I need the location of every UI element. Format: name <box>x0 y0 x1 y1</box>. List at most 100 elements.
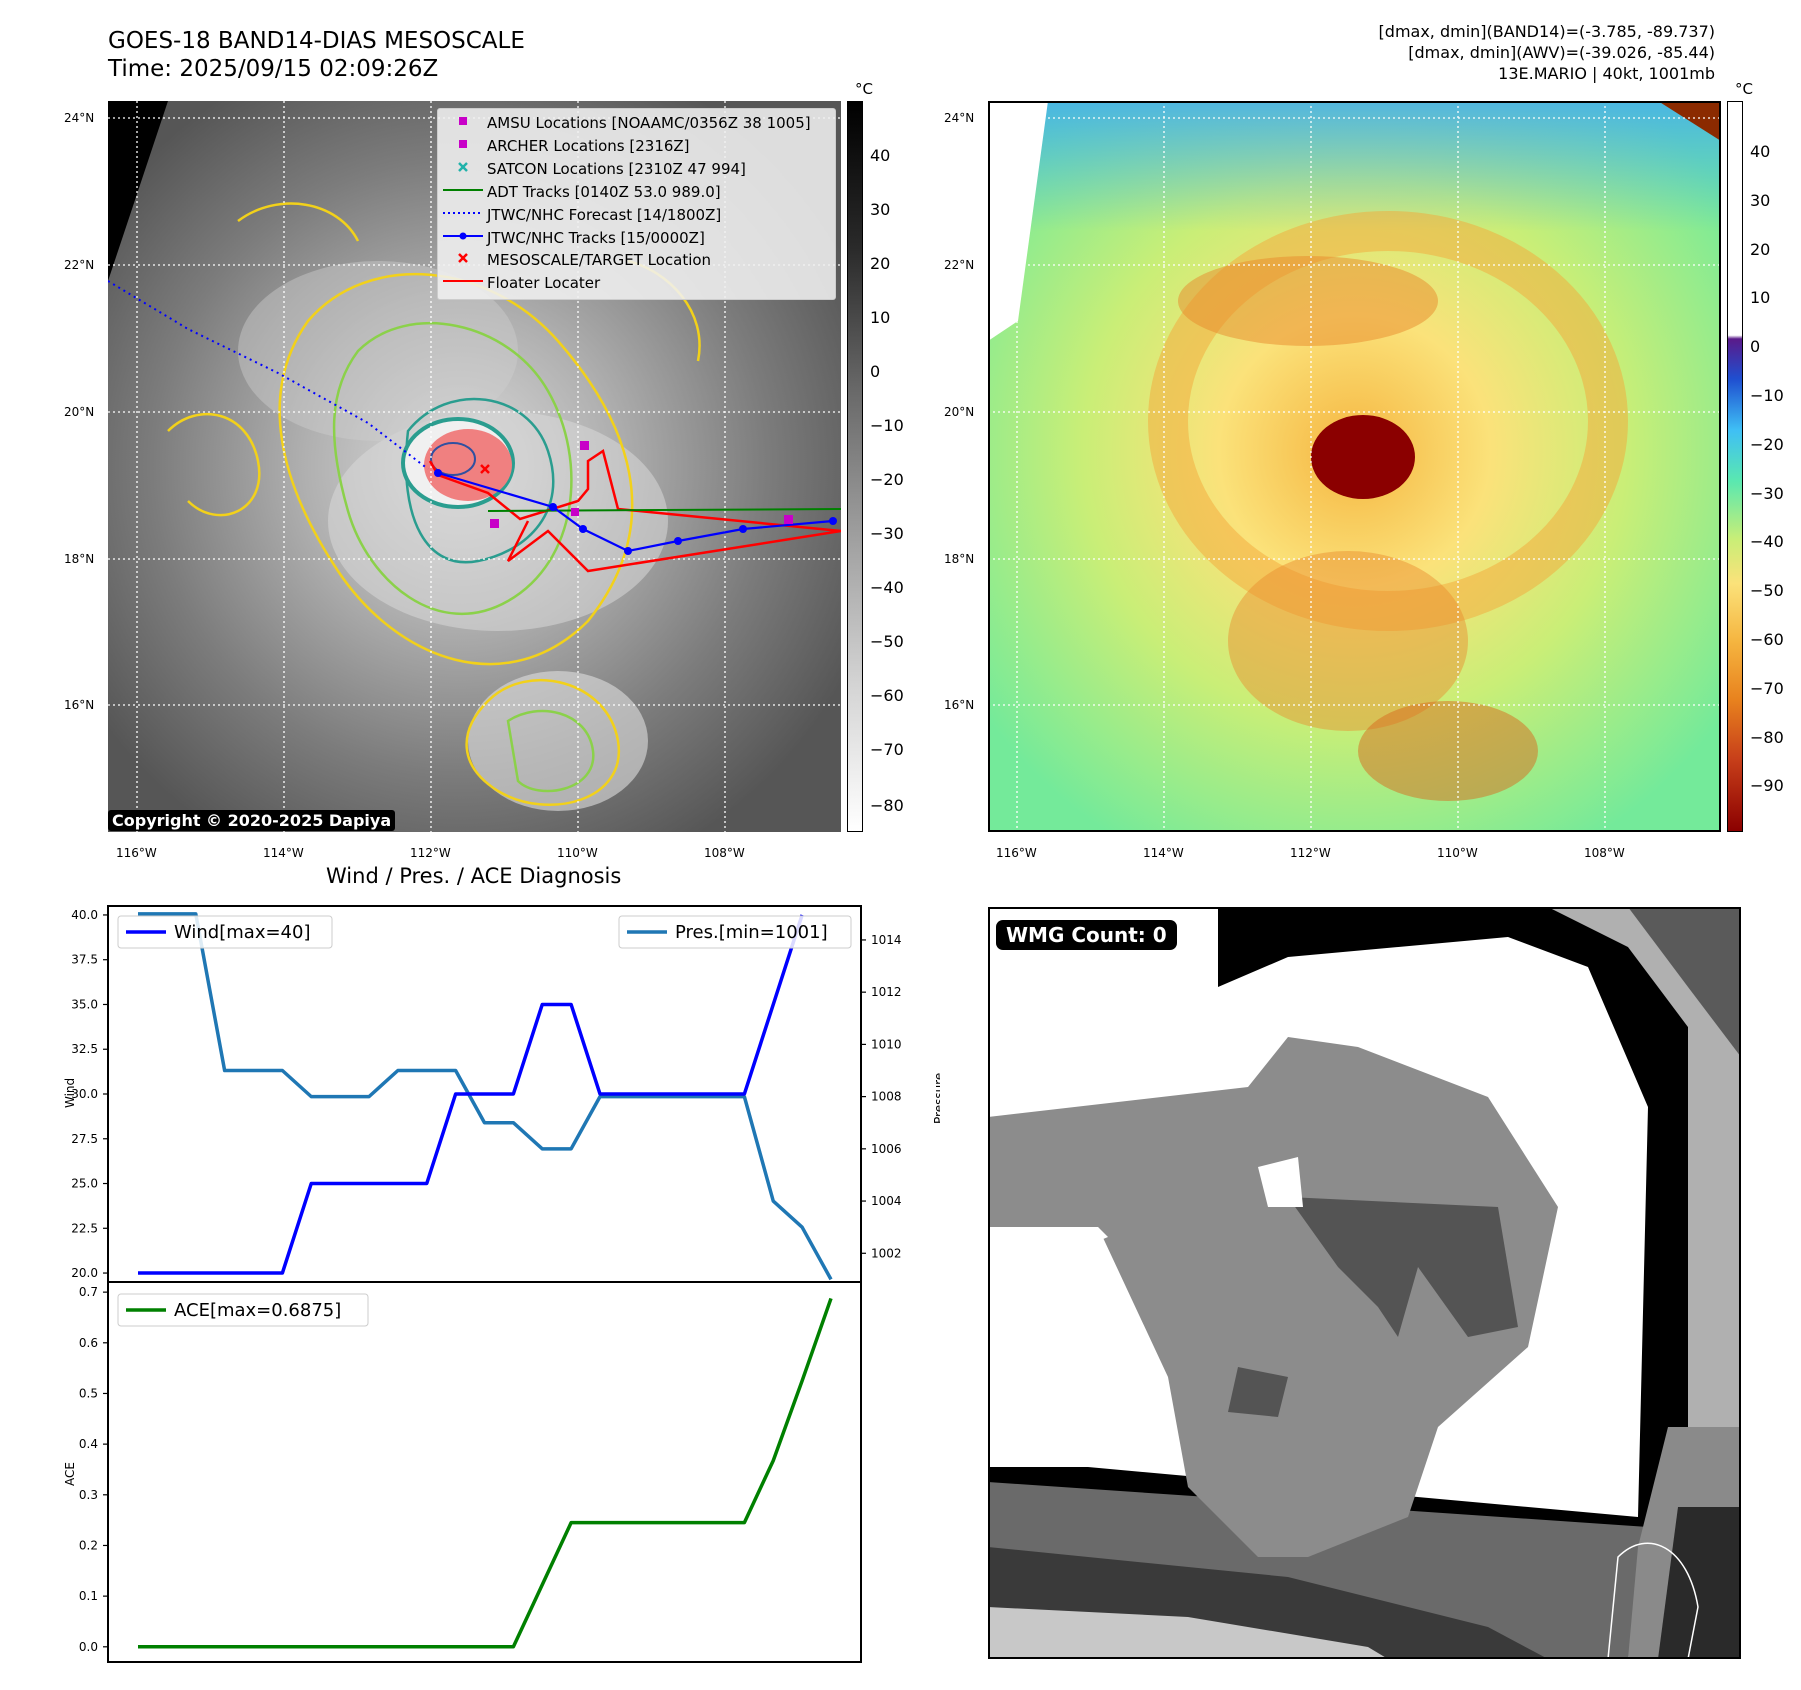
legend-amsu-marker <box>459 117 467 125</box>
right-lon-114: 114°W <box>1143 846 1184 860</box>
right-cbar-tick: −90 <box>1750 776 1784 795</box>
legend-archer-marker <box>459 140 467 148</box>
wind-y-tick-label: 25.0 <box>71 1177 98 1191</box>
left-lon-112: 112°W <box>410 846 451 860</box>
right-lon-116: 116°W <box>996 846 1037 860</box>
wind-y-tick-label: 27.5 <box>71 1132 98 1146</box>
ace-y-tick-label: 0.1 <box>79 1589 98 1603</box>
right-cbar-tick: −40 <box>1750 532 1784 551</box>
right-colorbar-unit: °C <box>1735 80 1753 98</box>
wmg-panel-frame <box>988 907 1741 1659</box>
map-legend <box>437 108 836 300</box>
pressure-series-line <box>138 912 833 1281</box>
copyright-badge: Copyright © 2020-2025 Dapiya <box>108 810 396 831</box>
pressure-y-tick-label: 1008 <box>871 1090 902 1104</box>
legend-target-label: MESOSCALE/TARGET Location <box>487 251 712 269</box>
info-storm: 13E.MARIO | 40kt, 1001mb <box>1498 64 1715 83</box>
right-cbar-tick: −10 <box>1750 386 1784 405</box>
wind-y-tick-label: 22.5 <box>71 1221 98 1235</box>
pressure-legend-box <box>618 915 852 949</box>
ace-y-tick-label: 0.5 <box>79 1386 98 1400</box>
legend-satcon-label: SATCON Locations [2310Z 47 994] <box>487 160 746 178</box>
left-cbar-tick: −80 <box>870 796 904 815</box>
right-cbar-tick: −70 <box>1750 679 1784 698</box>
right-lat-22: 22°N <box>944 258 975 272</box>
left-cbar-tick: 10 <box>870 308 891 327</box>
left-lat-18: 18°N <box>64 552 95 566</box>
wind-y-tick-label: 37.5 <box>71 953 98 967</box>
map-legend-markers <box>443 117 483 282</box>
page-title: GOES-18 BAND14-DIAS MESOSCALE <box>108 28 525 54</box>
right-lon-112: 112°W <box>1290 846 1331 860</box>
wind-y-tick-label: 32.5 <box>71 1042 98 1056</box>
wmg-count-badge: WMG Count: 0 <box>996 920 1177 950</box>
right-map-frame <box>988 101 1721 832</box>
left-cbar-tick: −40 <box>870 578 904 597</box>
info-awv: [dmax, dmin](AWV)=(-39.026, -85.44) <box>1408 43 1715 62</box>
pressure-y-tick-label: 1002 <box>871 1246 902 1260</box>
pressure-y-tick-label: 1006 <box>871 1142 902 1156</box>
ace-y-tick-label: 0.2 <box>79 1538 98 1552</box>
wind-series-line <box>138 914 804 1275</box>
legend-satcon-marker <box>458 162 468 172</box>
pressure-axis-label: Pressure <box>932 1073 940 1124</box>
pressure-legend-label: Pres.[min=1001] <box>675 922 828 943</box>
right-lat-24: 24°N <box>944 111 975 125</box>
page-subtitle-time: Time: 2025/09/15 02:09:26Z <box>108 56 439 82</box>
wind-y-tick-label: 30.0 <box>71 1087 98 1101</box>
right-cbar-tick: 0 <box>1750 337 1761 356</box>
diagnosis-title: Wind / Pres. / ACE Diagnosis <box>326 864 622 888</box>
left-lat-24: 24°N <box>64 111 95 125</box>
ace-y-tick-label: 0.6 <box>79 1336 98 1350</box>
ace-series-line <box>138 1297 833 1649</box>
legend-target-marker <box>458 253 468 263</box>
pressure-y-tick-label: 1004 <box>871 1194 902 1208</box>
pressure-y-tick-label: 1012 <box>871 985 902 999</box>
wind-legend-label: Wind[max=40] <box>174 922 311 943</box>
wind-pressure-chart: 20.0 22.5 25.0 27.5 30.0 32.5 35.0 37.5 40.0 1002… <box>63 905 940 1283</box>
right-cbar-tick: −30 <box>1750 484 1784 503</box>
ace-plot-frame <box>107 1281 862 1663</box>
wind-y-tick-label: 35.0 <box>71 997 98 1011</box>
left-lon-116: 116°W <box>116 846 157 860</box>
awv-satellite-map <box>988 101 1721 832</box>
pressure-y-tick-label: 1010 <box>871 1037 902 1051</box>
legend-adt-label: ADT Tracks [0140Z 53.0 989.0] <box>487 183 721 201</box>
right-cbar-tick: −80 <box>1750 728 1784 747</box>
left-cbar-tick: 20 <box>870 254 891 273</box>
left-cbar-tick: −60 <box>870 686 904 705</box>
legend-archer-label: ARCHER Locations [2316Z] <box>487 137 690 155</box>
right-cbar-tick: −50 <box>1750 581 1784 600</box>
right-cbar-tick: 30 <box>1750 191 1771 210</box>
ace-y-tick-label: 0.3 <box>79 1488 98 1502</box>
left-lat-22: 22°N <box>64 258 95 272</box>
legend-amsu-label: AMSU Locations [NOAAMC/0356Z 38 1005] <box>487 114 811 132</box>
right-cbar-tick: 10 <box>1750 288 1771 307</box>
right-cbar-tick: 20 <box>1750 240 1771 259</box>
ace-legend-label: ACE[max=0.6875] <box>174 1300 341 1321</box>
ace-y-tick-label: 0.0 <box>79 1640 98 1654</box>
info-band14: [dmax, dmin](BAND14)=(-3.785, -89.737) <box>1378 22 1715 41</box>
right-lon-108: 108°W <box>1584 846 1625 860</box>
left-colorbar <box>847 101 863 832</box>
left-cbar-tick: −20 <box>870 470 904 489</box>
right-cbar-tick: −20 <box>1750 435 1784 454</box>
right-lon-110: 110°W <box>1437 846 1478 860</box>
right-cbar-tick: −60 <box>1750 630 1784 649</box>
wind-axis-label: Wind <box>63 1078 77 1108</box>
left-cbar-tick: −50 <box>870 632 904 651</box>
right-lat-20: 20°N <box>944 405 975 419</box>
left-lat-20: 20°N <box>64 405 95 419</box>
left-colorbar-unit: °C <box>855 80 873 98</box>
left-cbar-tick: 30 <box>870 200 891 219</box>
wind-y-tick-label: 20.0 <box>71 1266 98 1280</box>
ace-y-tick-label: 0.4 <box>79 1437 98 1451</box>
wind-legend-box <box>117 915 333 949</box>
legend-tracks-label: JTWC/NHC Tracks [15/0000Z] <box>487 229 705 247</box>
left-cbar-tick: −10 <box>870 416 904 435</box>
left-lon-110: 110°W <box>557 846 598 860</box>
ace-legend-box <box>117 1293 369 1327</box>
right-colorbar <box>1727 101 1743 832</box>
right-cbar-tick: 40 <box>1750 142 1771 161</box>
wind-y-tick-label: 40.0 <box>71 908 98 922</box>
